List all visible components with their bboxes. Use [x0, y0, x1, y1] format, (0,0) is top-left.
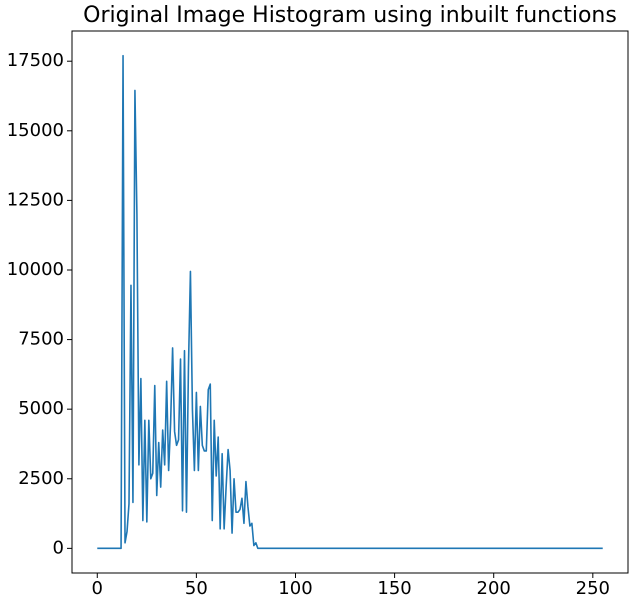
y-tick-label: 7500: [18, 329, 64, 350]
x-tick-label: 50: [185, 578, 208, 599]
x-tick-label: 200: [477, 578, 511, 599]
x-tick-label: 150: [377, 578, 411, 599]
x-tick-label: 0: [92, 578, 103, 599]
plot-frame: [71, 30, 629, 574]
y-tick-label: 12500: [7, 189, 64, 210]
y-tick-label: 2500: [18, 468, 64, 489]
y-tick-label: 15000: [7, 120, 64, 141]
chart-title: Original Image Histogram using inbuilt f…: [83, 3, 617, 28]
y-tick-label: 10000: [7, 259, 64, 280]
y-tick-label: 5000: [18, 398, 64, 419]
x-tick-label: 100: [278, 578, 312, 599]
line-series: [97, 54, 603, 550]
x-tick-label: 250: [576, 578, 610, 599]
y-tick-label: 0: [53, 537, 64, 558]
y-tick-label: 17500: [7, 50, 64, 71]
